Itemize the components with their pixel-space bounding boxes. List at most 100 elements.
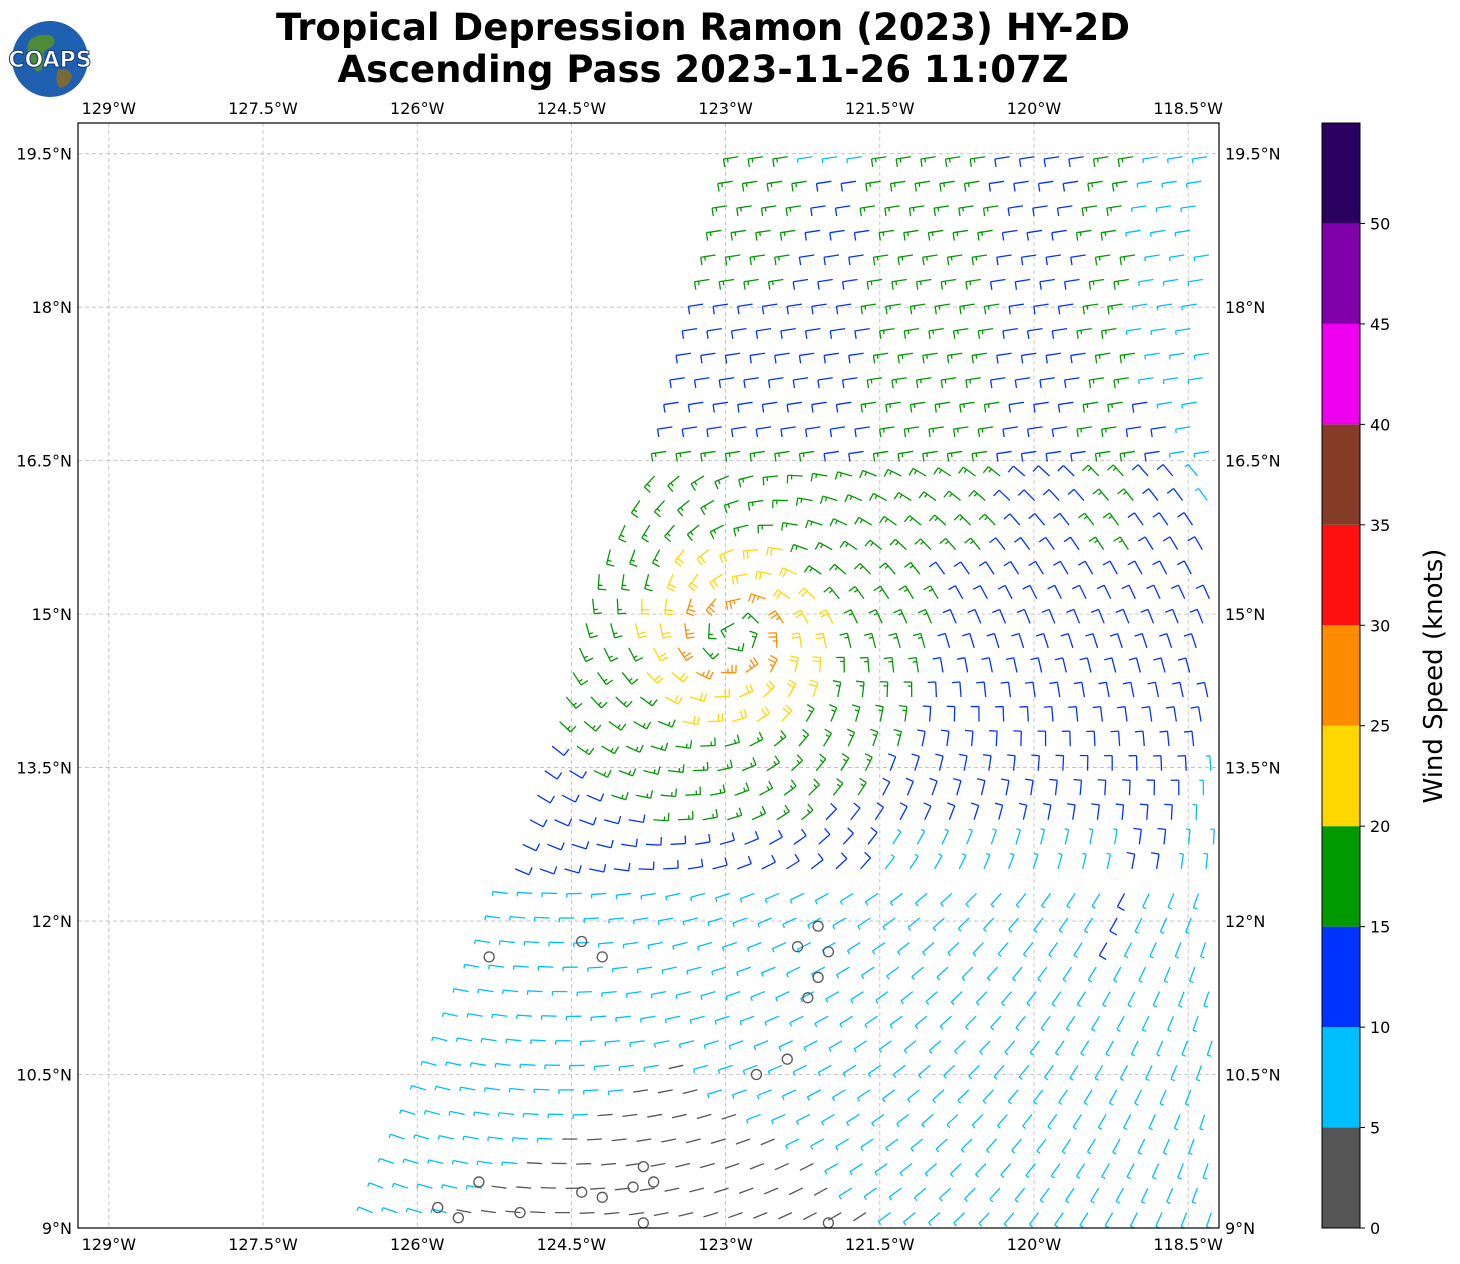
wind-barb xyxy=(1113,278,1129,290)
wind-barb xyxy=(657,917,674,925)
wind-barb xyxy=(1170,584,1186,600)
wind-barb xyxy=(1144,352,1160,360)
wind-barb xyxy=(924,1163,938,1177)
wind-barb xyxy=(641,524,651,543)
wind-barb xyxy=(1047,1114,1058,1130)
wind-barb xyxy=(983,917,995,933)
wind-barb xyxy=(738,1187,754,1194)
wind-barb xyxy=(1185,180,1202,188)
wind-barb xyxy=(1012,966,1023,982)
wind-barb xyxy=(1191,156,1208,164)
wind-barb xyxy=(823,728,833,747)
wind-barb xyxy=(700,737,716,747)
wind-barb xyxy=(786,474,803,484)
wind-barb xyxy=(1134,1089,1142,1106)
wind-barb xyxy=(700,254,716,266)
wind-barb xyxy=(451,1159,469,1165)
wind-barb xyxy=(747,593,766,603)
wind-barb xyxy=(731,1089,747,1099)
wind-barb xyxy=(863,1187,877,1201)
wind-barb xyxy=(952,328,969,339)
lon-label-top: 124.5°W xyxy=(537,99,607,118)
wind-barb xyxy=(927,229,944,241)
wind-barb xyxy=(959,303,975,315)
wind-barb xyxy=(639,1187,655,1192)
wind-barb xyxy=(772,156,788,168)
wind-barb xyxy=(888,632,901,649)
wind-barb xyxy=(1097,779,1107,796)
wind-barb xyxy=(799,1162,814,1171)
wind-barb xyxy=(541,892,558,898)
wind-barb xyxy=(1035,632,1049,649)
wind-barb xyxy=(946,352,963,364)
wind-barb xyxy=(1038,536,1055,551)
wind-barb xyxy=(1112,1138,1121,1155)
wind-barb xyxy=(1001,229,1018,241)
wind-barb xyxy=(1123,1114,1132,1131)
wind-barb xyxy=(1167,1015,1175,1033)
wind-barb xyxy=(953,777,962,796)
wind-barb xyxy=(592,598,603,615)
lon-label-bottom: 126°W xyxy=(390,1235,445,1254)
wind-barb xyxy=(1137,1138,1146,1155)
wind-barb xyxy=(958,853,967,870)
wind-barb xyxy=(590,696,608,709)
wind-barb xyxy=(994,156,1010,168)
wind-barb xyxy=(934,853,943,870)
wind-barb xyxy=(1003,513,1021,526)
wind-barb xyxy=(516,891,533,897)
wind-barb xyxy=(841,278,858,290)
wind-barb xyxy=(882,917,896,931)
wind-barb xyxy=(1185,828,1191,845)
wind-barb xyxy=(533,1088,550,1094)
wind-barb xyxy=(724,450,741,462)
wind-barb xyxy=(921,1113,934,1128)
wind-barb xyxy=(852,1212,867,1222)
lat-label-right: 19.5°N xyxy=(1225,145,1281,164)
wind-barb xyxy=(650,991,667,999)
wind-barb xyxy=(835,1138,849,1151)
wind-barb xyxy=(1150,852,1160,869)
lon-label-top: 127.5°W xyxy=(228,99,298,118)
wind-barb xyxy=(922,450,938,462)
wind-barb xyxy=(767,377,784,389)
wind-barb xyxy=(483,1087,501,1092)
wind-barb xyxy=(636,1138,652,1142)
wind-barb xyxy=(1092,705,1103,722)
wind-barb xyxy=(1072,1114,1082,1130)
wind-barb xyxy=(608,917,624,924)
wind-barb xyxy=(1045,254,1062,266)
wind-barb xyxy=(997,942,1009,957)
wind-barb xyxy=(1192,893,1200,910)
wind-barb xyxy=(356,1206,373,1214)
wind-barb xyxy=(1170,779,1180,796)
wind-barb xyxy=(883,656,895,673)
wind-barb xyxy=(812,656,822,673)
wind-barb xyxy=(920,156,936,168)
wind-barb xyxy=(685,786,702,796)
wind-barb xyxy=(983,303,1000,315)
wind-barb xyxy=(839,632,852,649)
wind-barb xyxy=(601,991,617,998)
wind-barb xyxy=(1015,1015,1026,1031)
figure-title-line1: Tropical Depression Ramon (2023) HY-2D xyxy=(276,6,1130,49)
wind-barb xyxy=(971,450,988,462)
wind-barb xyxy=(712,303,729,315)
wind-barb xyxy=(897,254,914,266)
wind-barb xyxy=(1187,278,1203,286)
wind-barb xyxy=(828,563,847,575)
wind-barb xyxy=(903,229,919,241)
wind-barb xyxy=(823,586,840,600)
wind-barb xyxy=(600,1162,616,1166)
calm-circle xyxy=(627,1181,639,1193)
wind-barb xyxy=(1037,180,1054,192)
wind-barb xyxy=(700,450,716,462)
calm-circle xyxy=(750,1068,763,1081)
wind-barb xyxy=(1195,584,1210,600)
wind-barb xyxy=(702,809,719,821)
wind-barb xyxy=(875,991,889,1004)
wind-barb xyxy=(1159,633,1173,649)
wind-barb xyxy=(420,1060,437,1066)
wind-barb xyxy=(1033,303,1049,315)
wind-barb xyxy=(814,1015,829,1028)
